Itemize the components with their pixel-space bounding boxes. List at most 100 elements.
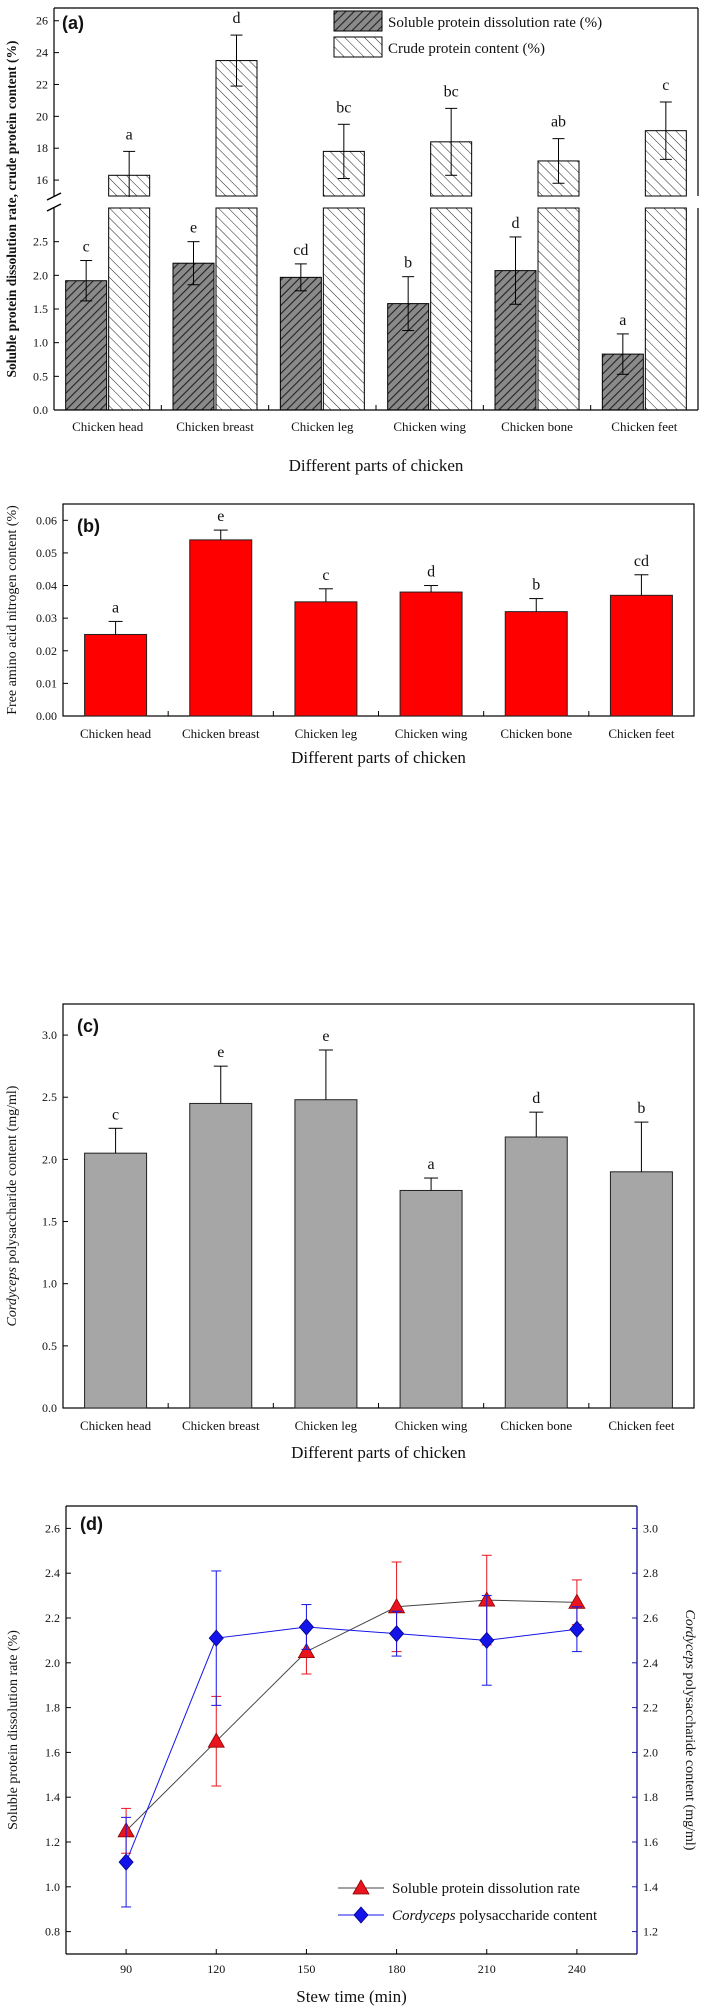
y-tick-label-left: 1.0 [45,1880,60,1894]
x-axis-title: Different parts of chicken [289,456,464,475]
panel-label: (c) [77,1016,99,1036]
x-tick-label: 180 [388,1962,406,1976]
y-axis-title-left: Soluble protein dissolution rate (%) [6,1630,21,1830]
y-tick-label: 16 [36,173,48,187]
x-category-label: Chicken breast [182,1418,260,1433]
letter-3: a [428,1156,435,1173]
y-axis-title-right: Cordyceps polysaccharide content (mg/ml) [682,1610,697,1851]
y-tick-label-right: 1.6 [643,1835,658,1849]
y-tick-label-right: 1.8 [643,1790,658,1804]
x-category-label: Chicken head [80,726,152,741]
y-tick-label-left: 1.8 [45,1701,60,1715]
y-axis-title-part: polysaccharide content (mg/ml) [5,1085,20,1267]
letter-crude-2: bc [336,99,351,116]
y-tick-label: 20 [36,109,48,123]
x-tick-label: 150 [297,1962,315,1976]
panel-label: (a) [62,13,84,33]
y-tick-label: 0.01 [36,676,57,690]
y-axis-title-left-part: Soluble protein dissolution rate (%) [6,1630,21,1830]
letter-crude-1: d [233,10,241,27]
bar-crude-lower-2 [322,207,365,411]
panel-d-stew-time-chart: 90 120 150 180 210 240 0.8 1.0 1.2 1.4 1.6 1.8 2.0 2.… [0,1494,709,2010]
legend-swatch-crude [333,36,383,58]
bar-4 [504,611,568,717]
letter-0: a [112,599,119,616]
letter-4: d [532,1090,540,1107]
bar-4 [504,1136,568,1409]
y-tick-label: 18 [36,141,48,155]
x-tick-label: 210 [478,1962,496,1976]
x-axis-title: Different parts of chicken [291,748,466,767]
marker-diamond-3 [389,1625,405,1643]
series-0 [117,1554,586,1854]
x-category-label: Chicken bone [500,726,572,741]
y-tick-label: 0.0 [33,403,48,417]
y-tick-label: 0.06 [36,513,57,527]
bar-crude-lower-3 [430,207,473,411]
y-tick-label: 0.0 [42,1401,57,1415]
marker-diamond-5 [569,1620,585,1638]
x-axis-title: Different parts of chicken [291,1443,466,1462]
letter-2: c [322,567,329,584]
panel-c-plot: 0.0 0.5 1.0 1.5 2.0 2.5 3.0 c e e a d b Chicken head C… [5,1003,695,1462]
y-axis-title-part: Soluble protein dissolution rate, crude … [4,40,19,377]
y-tick-label: 2.5 [42,1090,57,1104]
panel-d-plot: 90 120 150 180 210 240 0.8 1.0 1.2 1.4 1.6 1.8 2.0 2.… [6,1505,697,2006]
marker-diamond-2 [298,1618,314,1636]
y-tick-label-right: 1.2 [643,1925,658,1939]
bars-group: c a e d cd bc b bc d ab a c [65,10,687,411]
bar-3 [399,1189,463,1409]
legend-swatch-soluble [333,10,383,32]
y-tick-label: 1.5 [42,1215,57,1229]
x-category-label: Chicken feet [608,1418,674,1433]
axis-break-mark [46,192,62,201]
x-category-label: Chicken leg [295,726,358,741]
letter-2: e [322,1028,329,1045]
bar-soluble-0 [65,280,108,411]
panel-a-soluble-crude-protein-chart: c a e d cd bc b bc d ab a c Chicken head Chicken brea… [0,0,709,488]
y-axis-title: Free amino acid nitrogen content (%) [5,505,20,715]
bar-crude-lower-0 [108,207,151,411]
y-axis-title: Cordyceps polysaccharide content (mg/ml) [5,1085,20,1326]
series-1 [118,1570,585,1908]
letter-soluble-4: d [512,215,520,232]
bar-1 [189,1102,253,1409]
letter-3: d [427,564,435,581]
panel-label: (b) [77,516,100,536]
y-tick-label: 2.0 [42,1152,57,1166]
marker-diamond-1 [208,1629,224,1647]
marker-triangle-2 [297,1642,316,1659]
y-axis-title-part: Free amino acid nitrogen content (%) [5,505,20,715]
letter-1: e [217,508,224,525]
letter-soluble-2: cd [293,242,308,259]
y-tick-label-right: 2.2 [643,1701,658,1715]
x-category-label: Chicken head [72,419,144,434]
letter-1: e [217,1044,224,1061]
y-tick-label: 26 [36,14,48,28]
y-tick-label-right: 2.0 [643,1745,658,1759]
y-axis-title-right-part: polysaccharide content (mg/ml) [682,1669,697,1851]
x-category-label: Chicken breast [176,419,254,434]
bar-0 [84,1152,148,1409]
legend-marker-diamond [353,1906,369,1924]
legend-label-rest: polysaccharide content [456,1908,598,1924]
bar-1 [189,539,253,717]
y-tick-label: 0.05 [36,546,57,560]
x-category-label: Chicken wing [395,726,468,741]
y-tick-label-right: 3.0 [643,1521,658,1535]
x-category-label: Chicken leg [295,1418,358,1433]
legend: Soluble protein dissolution rate (%) Crud… [333,10,602,58]
y-tick-label-left: 2.4 [45,1566,60,1580]
y-tick-label-right: 2.6 [643,1611,658,1625]
legend-label-polysaccharide: Cordyceps polysaccharide content [392,1908,598,1924]
y-tick-label: 1.0 [33,336,48,350]
plot-frame [62,503,695,717]
y-tick-label: 3.0 [42,1028,57,1042]
y-tick-label: 1.0 [42,1277,57,1291]
axis-break-mark [46,203,62,212]
bar-2 [294,601,358,717]
marker-diamond-0 [118,1853,134,1871]
y-tick-label: 0.5 [42,1339,57,1353]
